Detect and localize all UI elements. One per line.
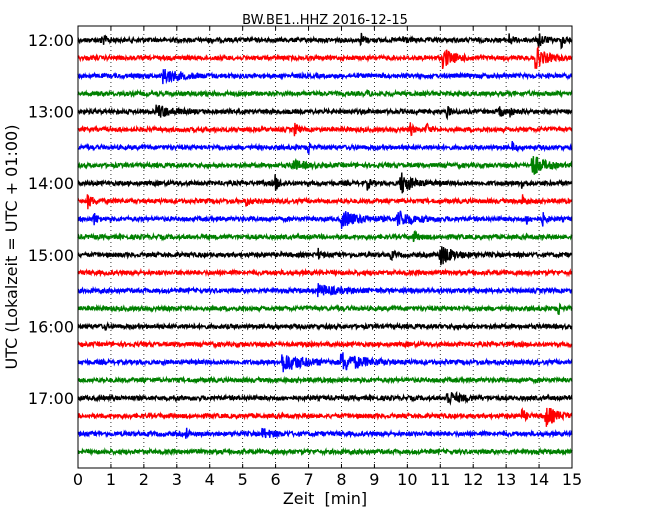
y-tick-label-1200: 12:00 — [28, 31, 74, 50]
ticks-group: 0 1 2 3 4 5 6 7 8 9 10 11 12 13 14 1512:0013:0014:0015:… — [28, 26, 582, 489]
x-tick-label-0: 0 — [73, 470, 83, 489]
x-tick-label-8: 8 — [336, 470, 346, 489]
y-tick-label-1600: 16:00 — [28, 317, 74, 336]
x-tick-label-1: 1 — [106, 470, 116, 489]
trace-1200 — [77, 32, 573, 50]
trace-1400 — [77, 172, 573, 194]
trace-1615 — [77, 339, 573, 350]
x-tick-label-11: 11 — [430, 470, 450, 489]
trace-1515 — [77, 267, 573, 278]
plot-frame — [77, 25, 573, 469]
trace-1630 — [77, 352, 573, 373]
x-axis-label: Zeit [min] — [283, 489, 367, 508]
trace-1730 — [77, 427, 573, 440]
y-tick-label-1400: 14:00 — [28, 174, 74, 193]
trace-1230 — [77, 69, 573, 85]
trace-1300 — [77, 104, 573, 121]
trace-1545 — [77, 302, 573, 316]
x-tick-label-13: 13 — [496, 470, 516, 489]
trace-1645 — [77, 375, 573, 385]
trace-1700 — [77, 390, 573, 406]
x-tick-label-9: 9 — [369, 470, 379, 489]
chart-title: BW.BE1..HHZ 2016-12-15 — [242, 13, 408, 28]
trace-1600 — [77, 320, 573, 332]
trace-1745 — [77, 446, 573, 457]
x-tick-label-12: 12 — [463, 470, 483, 489]
y-axis-label: UTC (Lokalzeit = UTC + 01:00) — [2, 125, 21, 370]
x-tick-label-10: 10 — [397, 470, 417, 489]
traces-group — [77, 32, 573, 457]
x-tick-label-7: 7 — [303, 470, 313, 489]
trace-1500 — [77, 246, 573, 266]
trace-1445 — [77, 229, 573, 243]
trace-1215 — [77, 45, 573, 70]
y-tick-label-1500: 15:00 — [28, 246, 74, 265]
trace-1345 — [77, 156, 573, 175]
x-tick-label-6: 6 — [271, 470, 281, 489]
trace-1315 — [77, 122, 573, 137]
trace-1245 — [77, 88, 573, 99]
trace-1530 — [77, 283, 573, 298]
trace-1415 — [77, 194, 573, 210]
y-tick-label-1700: 17:00 — [28, 389, 74, 408]
x-tick-label-5: 5 — [238, 470, 248, 489]
y-tick-label-1300: 13:00 — [28, 103, 74, 122]
x-tick-label-3: 3 — [172, 470, 182, 489]
x-tick-label-14: 14 — [529, 470, 549, 489]
x-tick-label-4: 4 — [205, 470, 215, 489]
trace-1430 — [77, 210, 573, 230]
trace-1330 — [77, 140, 573, 156]
grid-lines — [110, 26, 540, 468]
x-tick-label-15: 15 — [562, 470, 582, 489]
x-tick-label-2: 2 — [139, 470, 149, 489]
trace-1715 — [77, 407, 573, 427]
